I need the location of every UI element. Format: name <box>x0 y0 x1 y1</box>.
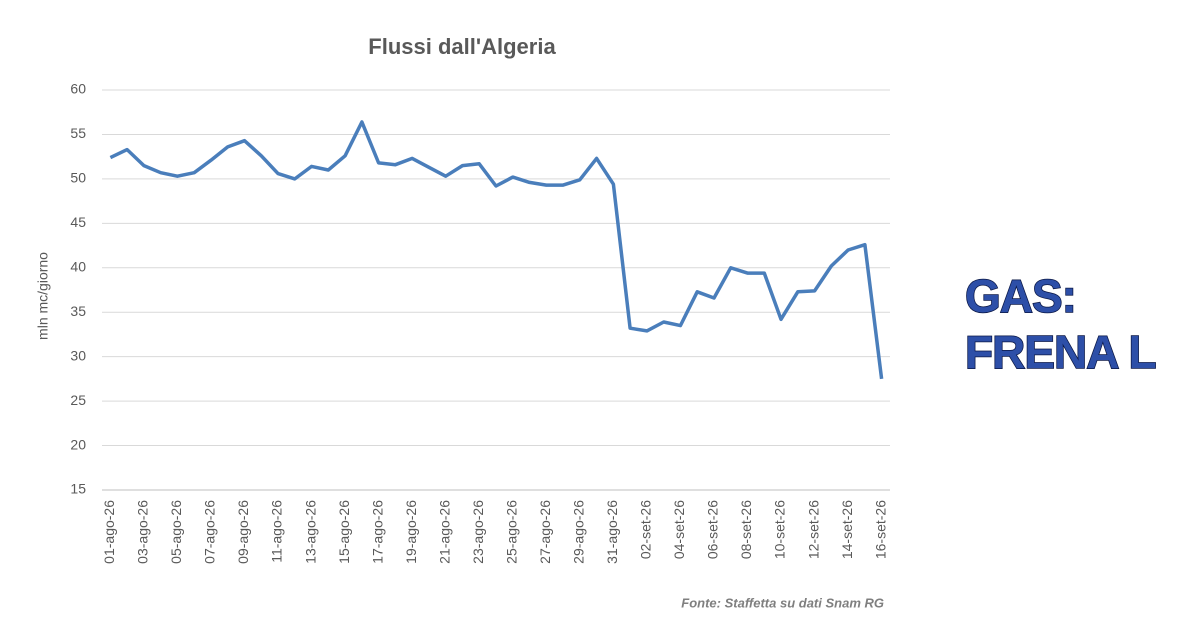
x-tick-label: 19-ago-26 <box>403 500 419 564</box>
data-line <box>109 120 884 380</box>
x-tick-label: 08-set-26 <box>738 500 754 559</box>
x-tick-label: 25-ago-26 <box>503 500 519 564</box>
x-tick-label: 02-set-26 <box>638 500 654 559</box>
y-tick-label: 20 <box>70 436 86 452</box>
x-tick-label: 14-set-26 <box>839 500 855 559</box>
x-tick-label: 23-ago-26 <box>470 500 486 564</box>
y-tick-label: 55 <box>70 125 86 141</box>
y-tick-label: 40 <box>70 258 86 274</box>
y-axis-label: mln mc/giorno <box>35 252 51 340</box>
headline: FRENA L <box>965 326 1156 378</box>
y-tick-label: 35 <box>70 303 86 319</box>
x-tick-label: 06-set-26 <box>705 500 721 559</box>
x-tick-label: 09-ago-26 <box>235 500 251 564</box>
chart-title: Flussi dall'Algeria <box>368 34 556 59</box>
x-tick-label: 01-ago-26 <box>101 500 117 564</box>
y-tick-label: 15 <box>70 481 86 497</box>
y-tick-label: 50 <box>70 170 86 186</box>
x-tick-label: 29-ago-26 <box>571 500 587 564</box>
x-tick-label: 31-ago-26 <box>604 500 620 564</box>
x-tick-label: 03-ago-26 <box>135 500 151 564</box>
y-tick-label: 60 <box>70 81 86 97</box>
x-tick-label: 15-ago-26 <box>336 500 352 564</box>
x-tick-label: 10-set-26 <box>772 500 788 559</box>
x-tick-label: 07-ago-26 <box>202 500 218 564</box>
x-tick-label: 21-ago-26 <box>436 500 452 564</box>
x-tick-label: 16-set-26 <box>872 500 888 559</box>
y-tick-label: 25 <box>70 392 86 408</box>
x-tick-label: 11-ago-26 <box>269 500 285 563</box>
x-tick-label: 17-ago-26 <box>369 500 385 564</box>
x-tick-label: 12-set-26 <box>805 500 821 559</box>
headline: GAS: <box>965 270 1076 322</box>
x-tick-label: 13-ago-26 <box>302 500 318 564</box>
x-tick-label: 04-set-26 <box>671 500 687 559</box>
source-note: Fonte: Staffetta su dati Snam RG <box>681 595 884 610</box>
y-tick-label: 45 <box>70 214 86 230</box>
x-tick-label: 27-ago-26 <box>537 500 553 564</box>
x-tick-label: 05-ago-26 <box>168 500 184 564</box>
y-tick-label: 30 <box>70 347 86 363</box>
